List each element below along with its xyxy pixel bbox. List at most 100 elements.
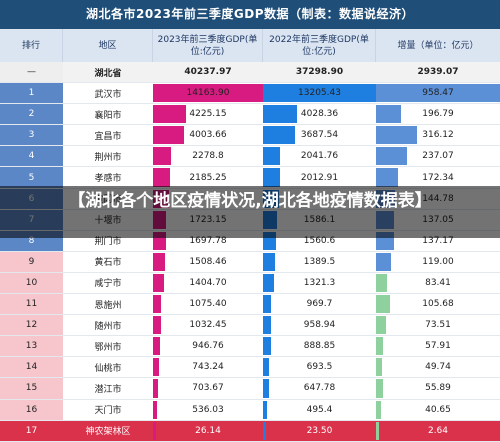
cell-increase: 73.51 (376, 315, 500, 335)
cell-region: 黄石市 (94, 258, 122, 269)
cell-increase: 237.07 (376, 146, 500, 166)
table-row: 15 潜江市 703.67 647.78 55.89 (0, 378, 500, 400)
cell-increase-bar (376, 252, 392, 271)
table-row: 4 荆州市 2278.8 2041.76 237.07 (0, 146, 500, 168)
cell-gdp2022: 958.94 (263, 315, 376, 335)
cell-increase-value: 137.17 (422, 235, 454, 246)
table-row: 17 神农架林区 26.14 23.50 2.64 (0, 420, 500, 442)
cell-increase: 119.00 (376, 252, 500, 272)
header-increase: 增量（单位：亿元） (397, 40, 479, 51)
cell-gdp2023: 703.67 (153, 378, 263, 398)
cell-gdp2023-value: 2185.25 (189, 172, 227, 183)
cell-increase-value: 316.12 (422, 130, 454, 141)
cell-gdp2022-value: 3687.54 (300, 130, 339, 141)
cell-gdp2023-value: 14163.90 (186, 88, 230, 99)
cell-gdp2022-bar (263, 273, 275, 293)
cell-gdp2023: 4225.15 (153, 104, 263, 124)
cell-increase: 172.34 (376, 167, 500, 187)
cell-gdp2023-bar (153, 421, 156, 440)
cell-gdp2022: 37298.90 (263, 62, 376, 82)
table-row: 10 咸宁市 1404.70 1321.3 83.41 (0, 272, 500, 295)
cell-gdp2022-bar (263, 337, 271, 356)
cell-gdp2022-bar (263, 316, 272, 335)
cell-gdp2022-bar (263, 421, 266, 440)
cell-increase-value: 2939.07 (417, 67, 459, 78)
header-region: 地区 (63, 29, 153, 62)
cell-gdp2022-bar (263, 358, 269, 377)
cell-gdp2022: 13205.43 (263, 83, 376, 103)
cell-increase-value: 40.65 (425, 404, 451, 415)
cell-region: 仙桃市 (94, 363, 122, 374)
cell-gdp2022-value: 2041.76 (300, 151, 339, 162)
cell-increase-value: 55.89 (425, 383, 451, 394)
table-row: 1 武汉市 14163.90 13205.43 958.47 (0, 83, 500, 105)
cell-gdp2023-value: 4003.66 (189, 130, 227, 141)
cell-gdp2022: 888.85 (263, 336, 376, 356)
cell-increase: 49.74 (376, 357, 500, 377)
cell-gdp2022: 693.5 (263, 357, 376, 377)
cell-gdp2022-value: 888.85 (303, 341, 336, 352)
cell-gdp2023: 743.24 (153, 357, 263, 377)
cell-region: 神农架林区 (85, 427, 131, 438)
cell-gdp2023: 1508.46 (153, 252, 263, 272)
table-row: 9 黄石市 1508.46 1389.5 119.00 (0, 251, 500, 273)
cell-gdp2022-value: 4028.36 (300, 109, 339, 120)
cell-gdp2022-value: 2012.91 (300, 172, 339, 183)
cell-region: 天门市 (94, 406, 122, 417)
cell-gdp2022-value: 647.78 (303, 383, 336, 394)
cell-gdp2023-bar (153, 252, 165, 271)
cell-rank: — (0, 62, 63, 83)
cell-gdp2022: 969.7 (263, 294, 376, 314)
cell-increase-bar (376, 295, 390, 314)
cell-increase-bar (376, 379, 384, 398)
cell-gdp2023-bar (153, 273, 164, 293)
cell-gdp2022-bar (263, 105, 298, 124)
cell-gdp2023-value: 40237.97 (184, 67, 232, 78)
cell-gdp2022-value: 693.5 (306, 362, 333, 373)
cell-increase-bar (376, 400, 382, 419)
cell-rank: 14 (0, 357, 63, 378)
cell-rank: 12 (0, 315, 63, 336)
cell-gdp2022-value: 23.50 (306, 425, 333, 436)
header-gdp2023: 2023年前三季度GDP(单位:亿元) (153, 29, 263, 62)
cell-increase: 316.12 (376, 125, 500, 145)
cell-increase-value: 49.74 (425, 362, 451, 373)
cell-gdp2023: 536.03 (153, 400, 263, 420)
overlay-caption: 【湖北各个地区疫情状况,湖北各地疫情数据表】 (0, 186, 500, 238)
cell-increase-value: 172.34 (422, 172, 454, 183)
cell-increase-bar (376, 316, 386, 335)
cell-gdp2023-bar (153, 84, 263, 103)
cell-gdp2022-bar (263, 379, 269, 398)
cell-gdp2023: 26.14 (153, 421, 263, 441)
cell-increase-value: 105.68 (422, 299, 454, 310)
cell-gdp2023-value: 536.03 (192, 404, 224, 415)
cell-gdp2023: 1404.70 (153, 273, 263, 293)
cell-gdp2023-value: 26.14 (195, 425, 221, 436)
cell-gdp2022: 2012.91 (263, 167, 376, 187)
cell-rank: 16 (0, 399, 63, 420)
table-row: 14 仙桃市 743.24 693.5 49.74 (0, 357, 500, 379)
cell-region: 鄂州市 (94, 342, 122, 353)
cell-rank: 17 (0, 420, 63, 441)
table-body: — 湖北省 40237.97 37298.90 2939.07 1 武汉市 14163.90 1… (0, 62, 500, 442)
cell-gdp2023-bar (153, 337, 161, 356)
cell-gdp2022-value: 958.94 (303, 320, 336, 331)
cell-increase-bar (376, 147, 407, 166)
cell-gdp2023-value: 1508.46 (189, 256, 227, 267)
cell-gdp2023-value: 1032.45 (189, 320, 227, 331)
cell-rank: 4 (0, 146, 63, 167)
cell-gdp2023-value: 743.24 (192, 362, 224, 373)
cell-region: 恩施州 (94, 300, 122, 311)
cell-gdp2022-bar (263, 400, 268, 419)
header-gdp2022: 2022年前三季度GDP(单位:亿元) (263, 29, 376, 62)
cell-gdp2022: 1321.3 (263, 273, 376, 293)
cell-gdp2023: 1075.40 (153, 294, 263, 314)
cell-gdp2023-value: 1075.40 (189, 299, 227, 310)
cell-increase-bar (376, 168, 399, 187)
cell-gdp2023: 1032.45 (153, 315, 263, 335)
cell-gdp2023-value: 703.67 (192, 383, 224, 394)
cell-rank: 2 (0, 104, 63, 125)
cell-rank: 15 (0, 378, 63, 399)
table-row: 2 襄阳市 4225.15 4028.36 196.79 (0, 104, 500, 126)
cell-increase: 57.91 (376, 336, 500, 356)
